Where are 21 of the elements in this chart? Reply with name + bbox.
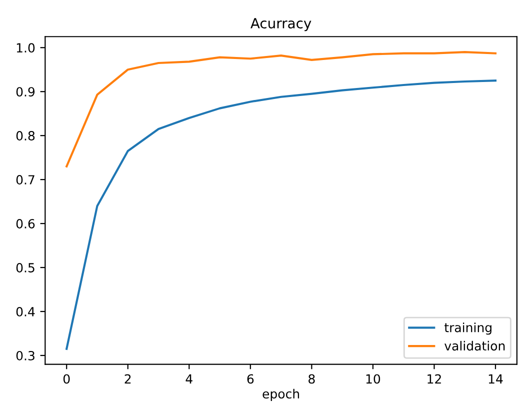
- y-tick-label: 0.5: [16, 262, 34, 272]
- legend-label: validation: [444, 340, 505, 351]
- chart-title: Acurracy: [250, 18, 312, 32]
- y-tick-label: 0.8: [16, 131, 35, 141]
- x-tick-label: 6: [247, 374, 254, 384]
- y-tick-label: 0.6: [16, 219, 35, 228]
- y-tick-label: 1.0: [16, 43, 35, 53]
- x-tick-label: 4: [186, 374, 192, 384]
- y-tick-label: 0.3: [16, 350, 34, 360]
- x-tick-label: 0: [63, 374, 70, 384]
- x-tick-label: 2: [124, 374, 131, 384]
- legend-label: training: [444, 322, 492, 335]
- x-tick-label: 8: [308, 374, 315, 384]
- line-series: [66, 50, 497, 168]
- x-tick-label: 10: [366, 374, 380, 384]
- x-tick-label: 14: [488, 374, 503, 384]
- y-tick-label: 0.4: [16, 306, 35, 316]
- y-tick-label: 0.7: [16, 175, 34, 184]
- x-axis-title: epoch: [262, 388, 300, 401]
- y-tick-label: 0.9: [16, 87, 35, 97]
- x-tick-label: 12: [428, 374, 441, 384]
